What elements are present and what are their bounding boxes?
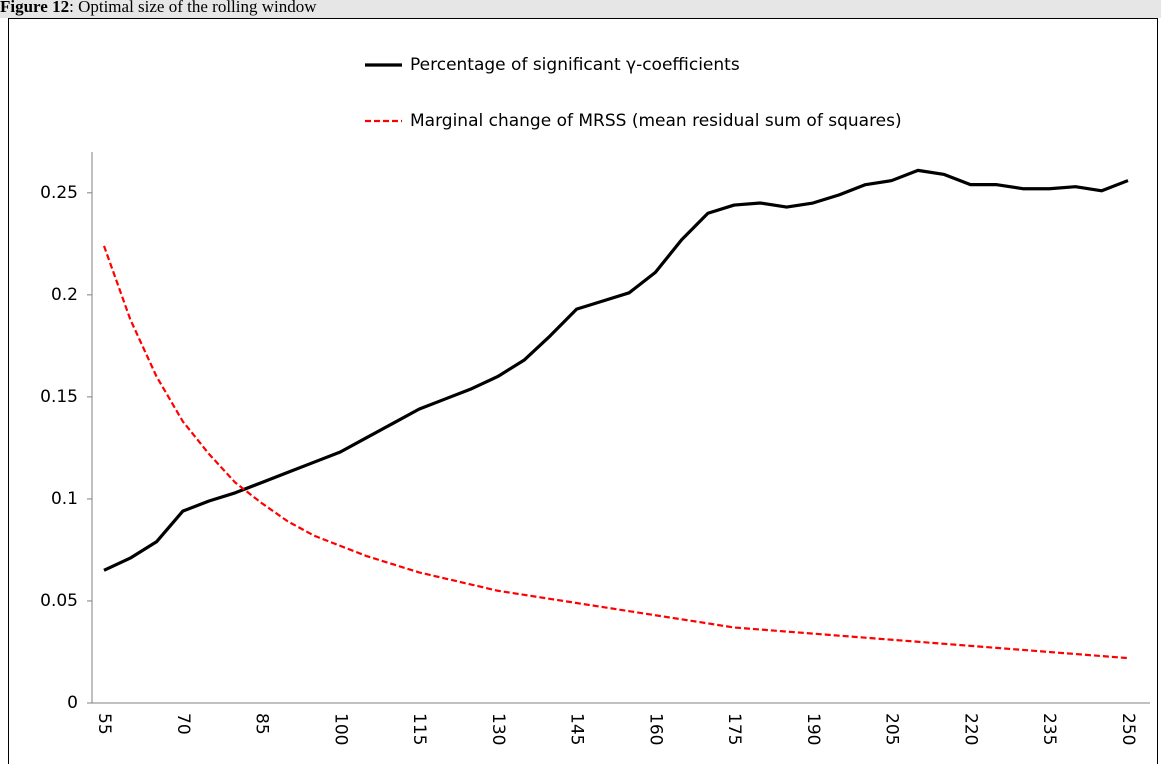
x-tick-label: 190 <box>803 713 823 745</box>
legend-label: Marginal change of MRSS (mean residual s… <box>410 111 902 131</box>
series-line <box>102 245 1129 660</box>
x-tick-label: 130 <box>488 713 508 745</box>
x-tick-label: 55 <box>94 713 114 735</box>
y-tick-label: 0.2 <box>51 285 78 305</box>
figure-label: Figure 12 <box>0 0 70 16</box>
x-tick-label: 115 <box>409 713 429 745</box>
y-tick-label: 0.1 <box>51 489 78 509</box>
x-tick-label: 100 <box>330 713 350 745</box>
y-tick-label: 0.25 <box>40 183 78 203</box>
x-tick-label: 145 <box>567 713 587 745</box>
legend-label: Percentage of significant γ-coefficients <box>410 55 740 75</box>
x-tick-label: 70 <box>173 713 193 735</box>
x-tick-label: 205 <box>882 713 902 745</box>
x-tick-label: 220 <box>960 713 980 745</box>
figure-caption: Figure 12: Optimal size of the rolling w… <box>0 0 1161 18</box>
figure-caption-text: : Optimal size of the rolling window <box>69 0 317 16</box>
x-tick-label: 235 <box>1039 713 1059 745</box>
y-tick-label: 0 <box>67 693 78 713</box>
x-tick-label: 160 <box>645 713 665 745</box>
series-line <box>103 168 1129 572</box>
y-tick-label: 0.15 <box>40 387 78 407</box>
x-tick-label: 175 <box>724 713 744 745</box>
x-tick-label: 85 <box>252 713 272 735</box>
x-tick-label: 250 <box>1118 713 1138 745</box>
chart-border <box>8 18 1158 764</box>
y-tick-label: 0.05 <box>40 591 78 611</box>
